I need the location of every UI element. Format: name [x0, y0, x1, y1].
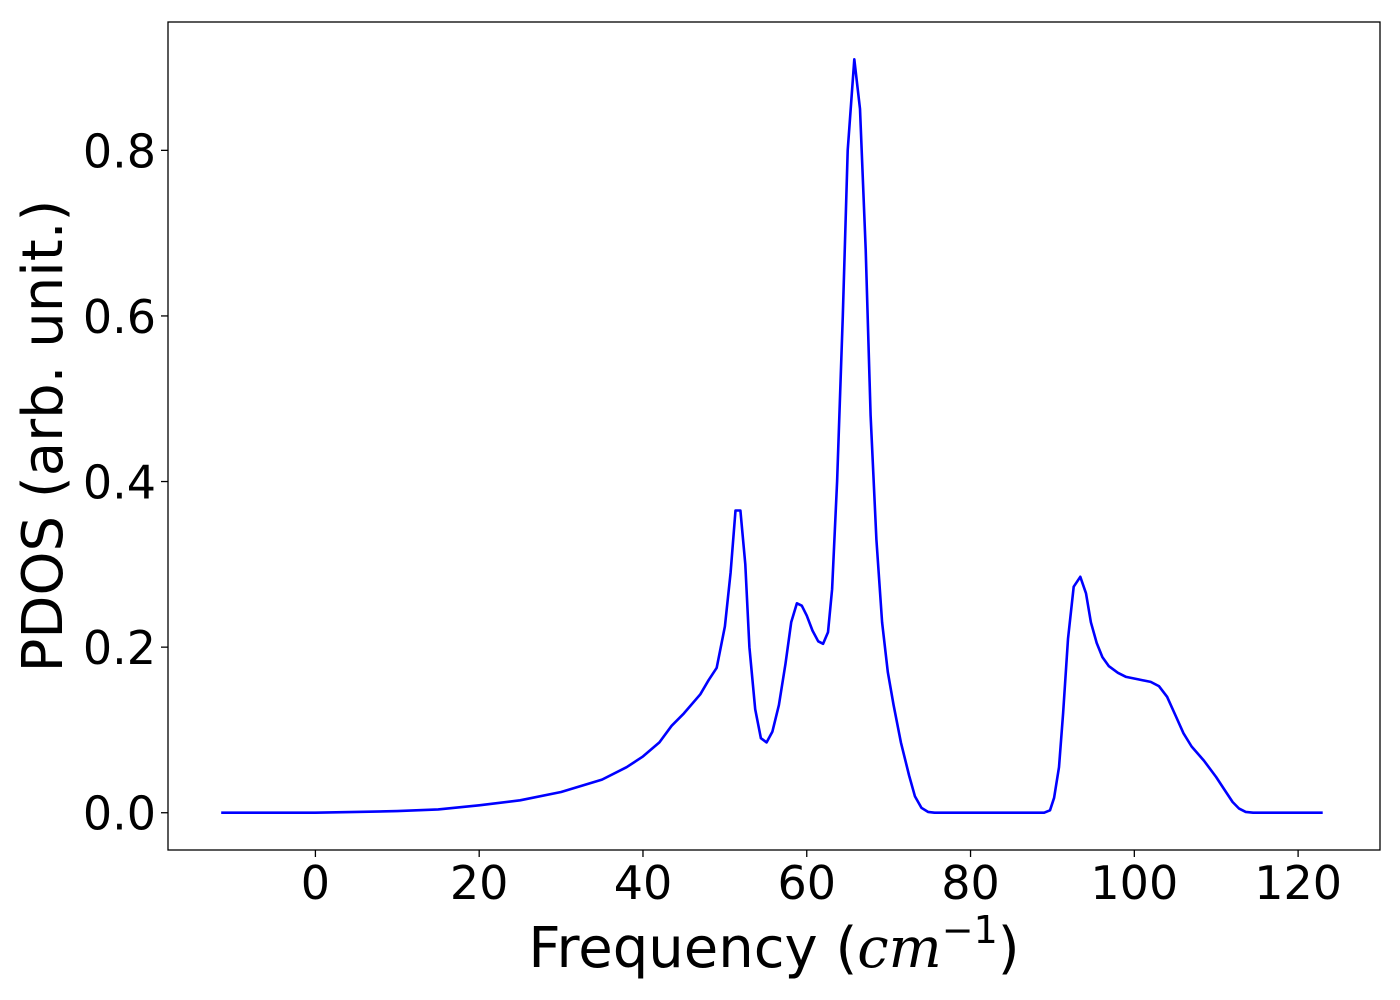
x-axis-label-unit: cm	[857, 916, 941, 981]
x-axis-label-exponent: −1	[942, 908, 998, 952]
y-tick-label: 0.2	[83, 621, 156, 675]
x-tick-label: 40	[614, 856, 673, 910]
y-tick-label: 0.6	[83, 290, 156, 344]
y-axis-label: PDOS (arb. unit.)	[11, 200, 76, 673]
x-axis-ticks: 0 20 40 60 80 100 120	[301, 850, 1342, 910]
x-tick-label: 120	[1254, 856, 1342, 910]
x-tick-label: 0	[301, 856, 330, 910]
x-axis-label-close: )	[998, 916, 1020, 981]
y-tick-label: 0.8	[83, 124, 156, 178]
x-tick-label: 80	[941, 856, 1000, 910]
y-axis-ticks: 0.0 0.2 0.4 0.6 0.8	[83, 124, 168, 841]
plot-area-frame	[167, 21, 1381, 851]
y-tick-label: 0.4	[83, 456, 156, 510]
pdos-series-line	[221, 58, 1323, 814]
x-tick-label: 100	[1090, 856, 1178, 910]
x-tick-label: 20	[450, 856, 509, 910]
x-axis-label: Frequency (cm−1)	[528, 908, 1019, 981]
y-tick-label: 0.0	[83, 787, 156, 841]
x-tick-label: 60	[777, 856, 836, 910]
x-axis-label-text: Frequency (	[528, 916, 857, 981]
